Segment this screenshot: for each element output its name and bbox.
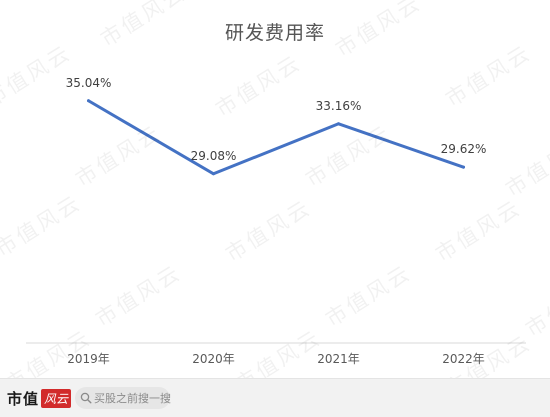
- search-icon: [80, 389, 92, 407]
- chart-title: 研发费用率: [224, 22, 325, 44]
- x-tick-label: 2019年: [67, 352, 110, 366]
- footer-bar: 市值 风云 买股之前搜一搜: [0, 378, 550, 417]
- data-label: 33.16%: [316, 99, 362, 113]
- data-point: [212, 172, 215, 176]
- line-chart: 2019年 2020年 2021年 2022年 35.04% 29.08% 33.16% 29…: [26, 76, 526, 366]
- brand-logo-text: 市值: [7, 389, 40, 408]
- data-label: 35.04%: [66, 76, 112, 90]
- series-line: [87, 99, 465, 176]
- data-point: [462, 165, 465, 169]
- x-tick-label: 2022年: [442, 352, 485, 366]
- x-tick-label: 2021年: [317, 352, 360, 366]
- x-tick-label: 2020年: [192, 352, 235, 366]
- chart-panel: 研发费用率 2019年 2020年 2021年 2022年 35.04% 29.08% 33…: [0, 0, 550, 378]
- data-label: 29.62%: [441, 142, 487, 156]
- brand-logo-seal: 风云: [41, 388, 72, 408]
- search-placeholder: 买股之前搜一搜: [94, 392, 171, 405]
- search-box[interactable]: 买股之前搜一搜: [75, 387, 171, 409]
- data-point: [87, 99, 90, 103]
- brand-logo[interactable]: 市值 风云: [7, 386, 72, 410]
- data-point: [337, 122, 340, 126]
- data-label: 29.08%: [191, 149, 237, 163]
